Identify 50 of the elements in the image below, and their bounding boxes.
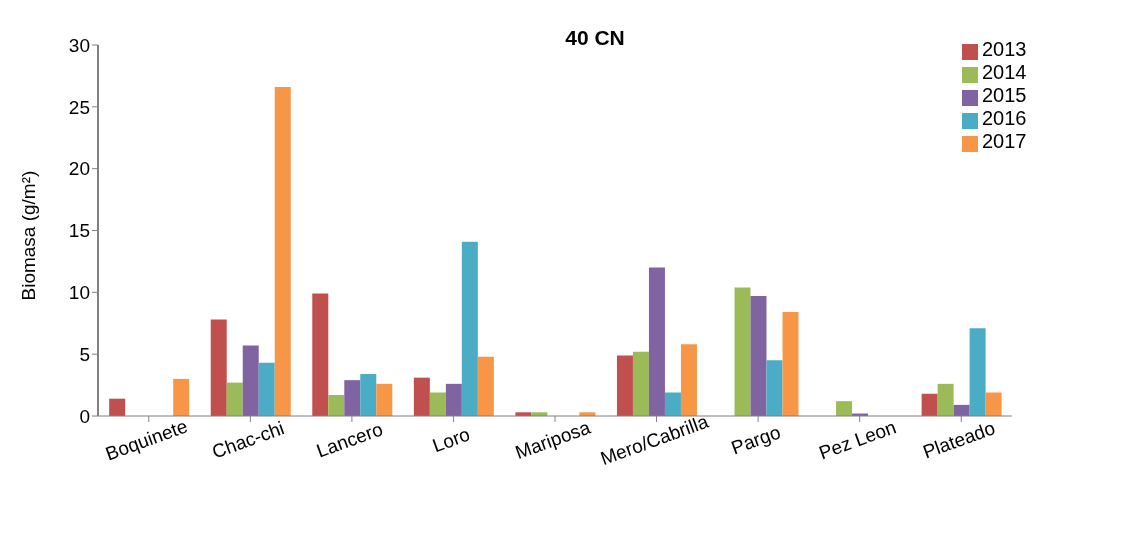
bar (985, 392, 1002, 416)
legend-label: 2013 (982, 38, 1027, 60)
bar (680, 344, 697, 416)
y-tick-label: 25 (68, 96, 90, 118)
y-axis-title: Biomasa (g/m²) (17, 170, 39, 301)
bar (836, 401, 853, 416)
bar (616, 355, 633, 416)
bar (344, 380, 361, 416)
bar (969, 328, 986, 416)
bar (937, 383, 954, 416)
bar (648, 267, 665, 416)
bar (664, 392, 681, 416)
y-tick-label: 0 (79, 405, 90, 427)
bar (258, 362, 275, 416)
bar (413, 377, 430, 416)
bar (766, 360, 783, 416)
legend-label: 2014 (982, 61, 1027, 83)
bar (632, 351, 649, 416)
bar (445, 383, 462, 416)
legend-label: 2015 (982, 84, 1027, 106)
bar (242, 345, 259, 416)
bar (477, 356, 494, 416)
y-tick-label: 30 (68, 34, 90, 56)
bar (312, 293, 329, 416)
bar (461, 241, 478, 416)
bar (210, 319, 227, 416)
x-tick-label: Lancero (313, 418, 386, 462)
bar (109, 398, 126, 416)
x-tick-label: Pargo (728, 421, 784, 459)
bar (782, 312, 799, 416)
y-tick-label: 20 (68, 158, 90, 180)
x-tick-label: Pez Leon (816, 416, 899, 464)
legend-label: 2016 (982, 107, 1027, 129)
y-tick-label: 15 (68, 220, 90, 242)
bar (173, 378, 190, 416)
bar (429, 392, 446, 416)
y-tick-label: 5 (79, 343, 90, 365)
y-tick-label: 10 (68, 282, 90, 304)
bar (953, 404, 970, 416)
chart-title: 40 CN (565, 26, 625, 49)
x-tick-label: Loro (429, 423, 473, 457)
bar (274, 87, 291, 416)
bar (750, 296, 767, 416)
bar (360, 373, 377, 416)
bar (226, 382, 243, 416)
bar (328, 394, 345, 416)
bar (734, 287, 751, 416)
bar (921, 393, 938, 416)
legend-label: 2017 (982, 130, 1027, 152)
bar (376, 383, 393, 416)
